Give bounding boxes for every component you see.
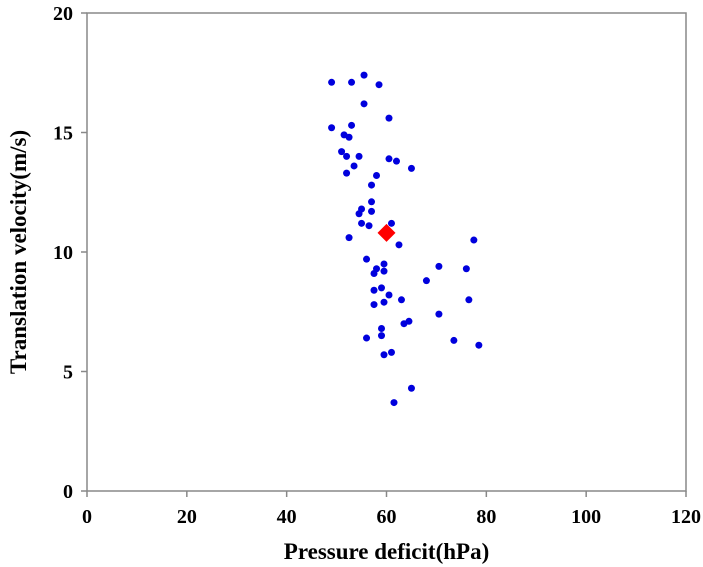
x-tick-label: 120 (671, 506, 701, 528)
data-point (378, 324, 386, 332)
data-point (368, 181, 376, 189)
data-point (462, 265, 470, 273)
data-point (450, 336, 458, 344)
y-tick-label: 10 (53, 242, 73, 264)
data-point (380, 260, 388, 268)
x-tick-label: 40 (277, 506, 297, 528)
data-point (358, 219, 366, 227)
data-point (328, 124, 336, 132)
y-axis-title: Translation velocity(m/s) (6, 130, 31, 374)
data-point (475, 341, 483, 349)
data-point (360, 71, 368, 79)
y-tick-label: 20 (53, 3, 73, 25)
data-point (355, 210, 363, 218)
y-tick-label: 15 (53, 123, 73, 145)
data-point (355, 152, 363, 160)
data-point (395, 241, 403, 249)
data-point (345, 133, 353, 141)
highlight-point (377, 223, 396, 242)
data-point (397, 296, 405, 304)
data-point (363, 334, 371, 342)
data-point (348, 121, 356, 129)
x-tick-label: 100 (571, 506, 601, 528)
data-point (373, 172, 381, 180)
data-point (338, 148, 346, 156)
data-point (380, 351, 388, 359)
data-point (392, 157, 400, 165)
data-point (370, 270, 378, 278)
data-point (380, 298, 388, 306)
data-point (328, 78, 336, 86)
data-point (368, 207, 376, 215)
data-point (465, 296, 473, 304)
plot-area (86, 12, 687, 492)
data-point (435, 262, 443, 270)
data-point (387, 219, 395, 227)
data-point (470, 236, 478, 244)
x-axis: 0 20 40 60 80 100 120 (82, 491, 701, 528)
y-tick-label: 5 (63, 362, 73, 384)
data-point (422, 277, 430, 285)
data-point (387, 348, 395, 356)
data-point (343, 169, 351, 177)
y-axis: 0 5 10 15 20 (53, 3, 87, 503)
x-tick-label: 0 (82, 506, 92, 528)
data-point (407, 164, 415, 172)
x-tick-label: 60 (377, 506, 397, 528)
data-points (328, 71, 483, 407)
data-point (380, 267, 388, 275)
data-point (370, 301, 378, 309)
data-point (407, 384, 415, 392)
data-point (348, 78, 356, 86)
y-tick-label: 0 (63, 481, 73, 503)
data-point (435, 310, 443, 318)
data-point (370, 286, 378, 294)
x-tick-label: 20 (177, 506, 197, 528)
data-point (365, 222, 373, 230)
data-point (385, 155, 393, 163)
data-point (390, 399, 398, 407)
data-point (345, 234, 353, 242)
data-point (368, 198, 376, 206)
data-point (385, 291, 393, 299)
x-tick-label: 80 (476, 506, 496, 528)
data-point (378, 332, 386, 340)
data-point (360, 100, 368, 108)
data-point (350, 162, 358, 170)
data-point (405, 317, 413, 325)
data-point (385, 114, 393, 122)
data-point (363, 255, 371, 263)
x-axis-title: Pressure deficit(hPa) (284, 539, 489, 564)
data-point (375, 81, 383, 89)
data-point (343, 152, 351, 160)
data-point (378, 284, 386, 292)
